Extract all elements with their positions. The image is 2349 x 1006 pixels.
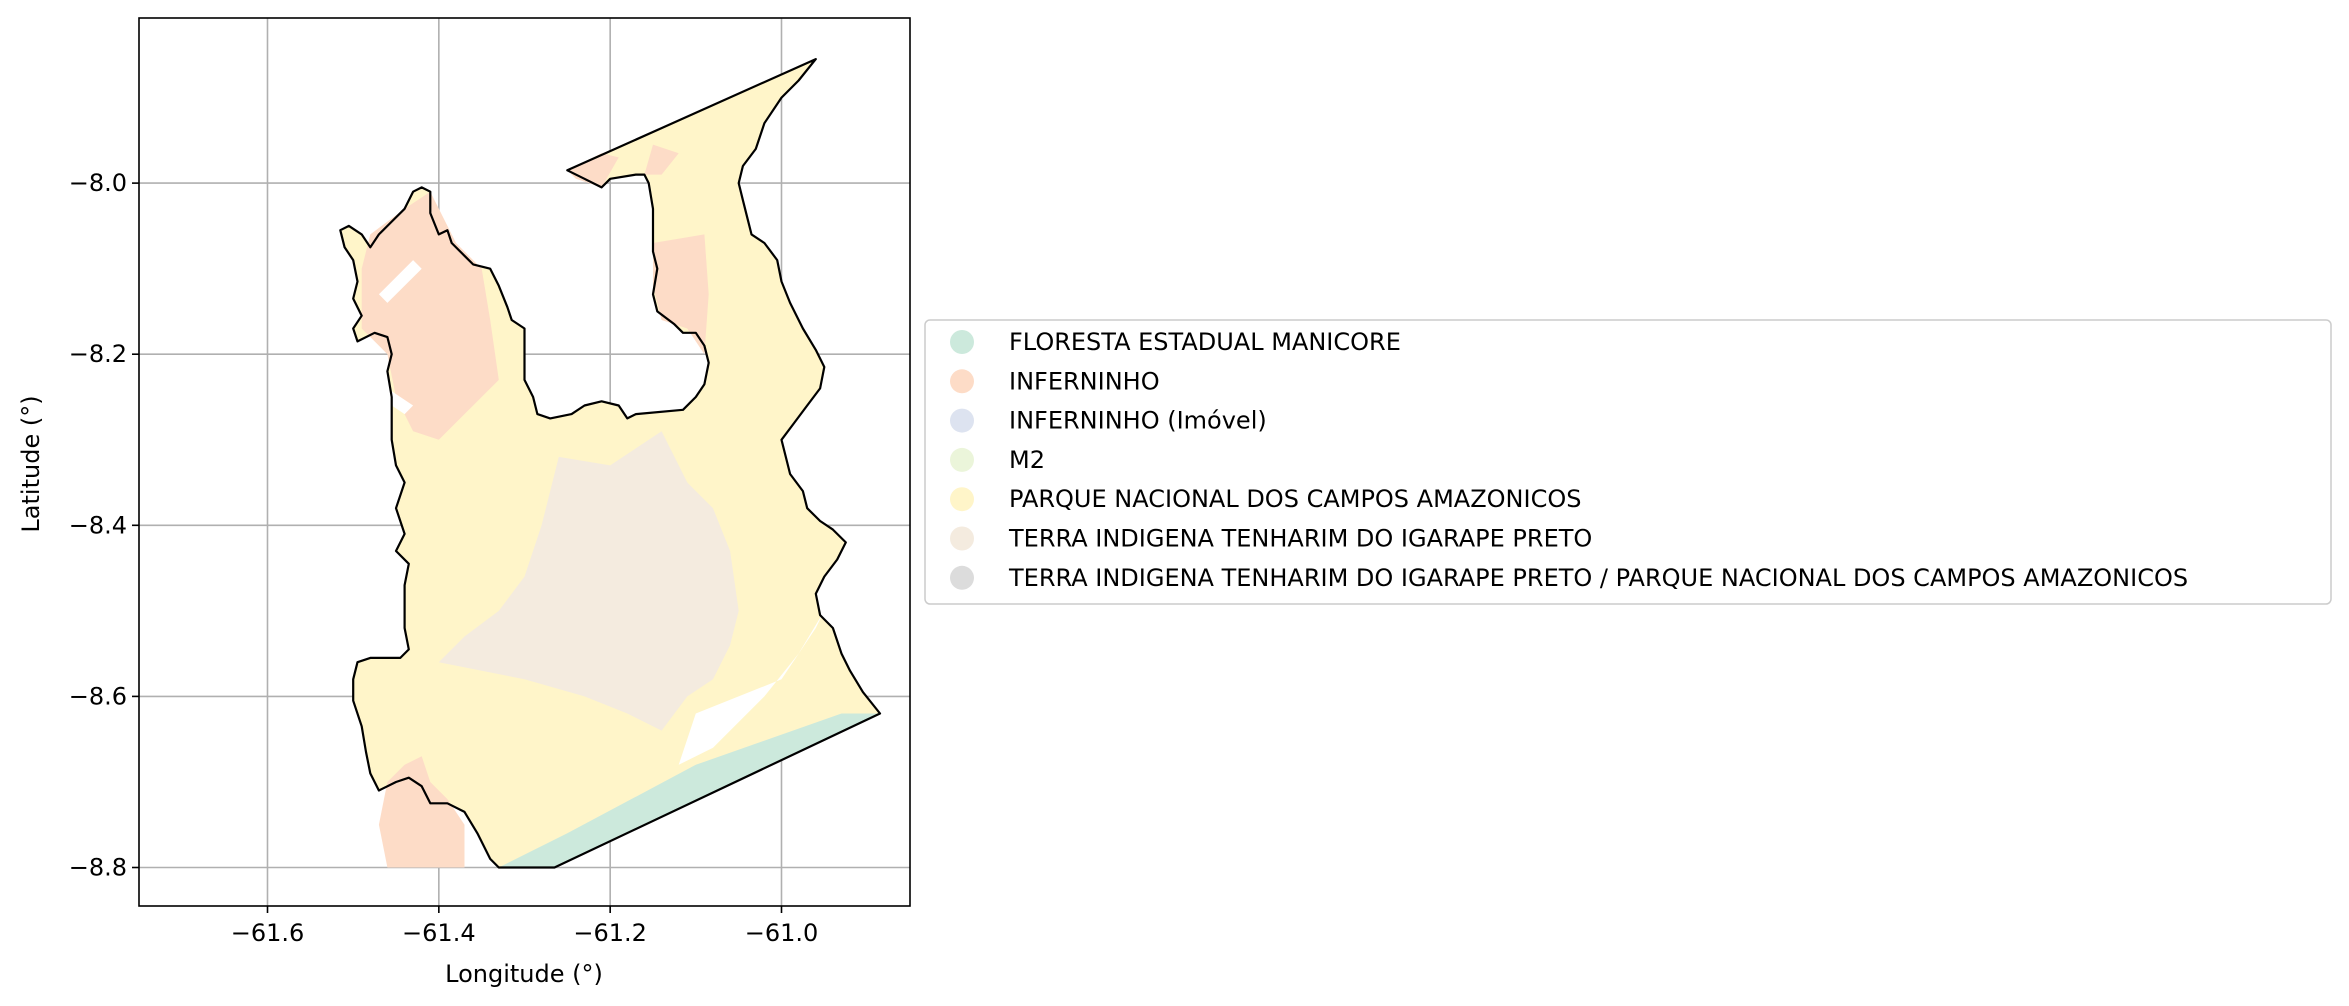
legend-marker xyxy=(950,408,974,433)
legend-marker xyxy=(950,330,974,354)
legend-label: INFERNINHO xyxy=(1009,367,1160,395)
legend: FLORESTA ESTADUAL MANICORE INFERNINHO INFE… xyxy=(924,319,2332,605)
x-axis-ticks: −61.6 −61.4 −61.2 −61.0 xyxy=(231,906,819,947)
terra-indigena-region xyxy=(438,431,739,731)
x-tick-label: −61.2 xyxy=(573,919,647,947)
floresta-region xyxy=(498,713,880,868)
legend-marker xyxy=(950,526,974,551)
legend-marker xyxy=(950,487,974,512)
legend-label: FLORESTA ESTADUAL MANICORE xyxy=(1009,328,1401,356)
legend-marker xyxy=(950,565,974,590)
x-tick-label: −61.0 xyxy=(745,919,819,947)
inferninho-patch xyxy=(653,234,709,355)
y-tick-label: −8.2 xyxy=(69,340,127,368)
no-data-gap xyxy=(678,610,825,765)
y-tick-label: −8.8 xyxy=(69,854,127,882)
no-data-gap xyxy=(378,388,414,415)
legend-label: PARQUE NACIONAL DOS CAMPOS AMAZONICOS xyxy=(1009,485,1581,513)
y-axis-ticks: −8.0 −8.2 −8.4 −8.6 −8.8 xyxy=(69,169,139,882)
inferninho-patch xyxy=(644,144,679,175)
study-area-boundary xyxy=(339,58,882,869)
x-tick-label: −61.4 xyxy=(402,919,476,947)
y-tick-label: −8.4 xyxy=(69,511,127,539)
legend-frame xyxy=(924,319,2332,605)
inferninho-patch xyxy=(361,191,499,440)
no-data-gap xyxy=(378,260,422,303)
legend-label: TERRA INDIGENA TENHARIM DO IGARAPE PRETO… xyxy=(1008,564,2188,592)
y-axis-label: Latitude (°) xyxy=(17,395,45,532)
x-tick-label: −61.6 xyxy=(231,919,305,947)
legend-marker xyxy=(950,447,974,472)
map-regions xyxy=(340,59,880,868)
y-tick-label: −8.6 xyxy=(69,682,127,710)
axes-frame xyxy=(138,17,911,907)
legend-label: INFERNINHO (Imóvel) xyxy=(1009,407,1267,435)
inferninho-patch xyxy=(567,153,619,188)
legend-label: TERRA INDIGENA TENHARIM DO IGARAPE PRETO xyxy=(1008,525,1592,553)
inferninho-patch xyxy=(378,756,465,868)
y-tick-label: −8.0 xyxy=(69,169,127,197)
x-axis-label: Longitude (°) xyxy=(445,960,603,988)
legend-label: M2 xyxy=(1009,446,1045,474)
legend-marker xyxy=(950,369,974,394)
